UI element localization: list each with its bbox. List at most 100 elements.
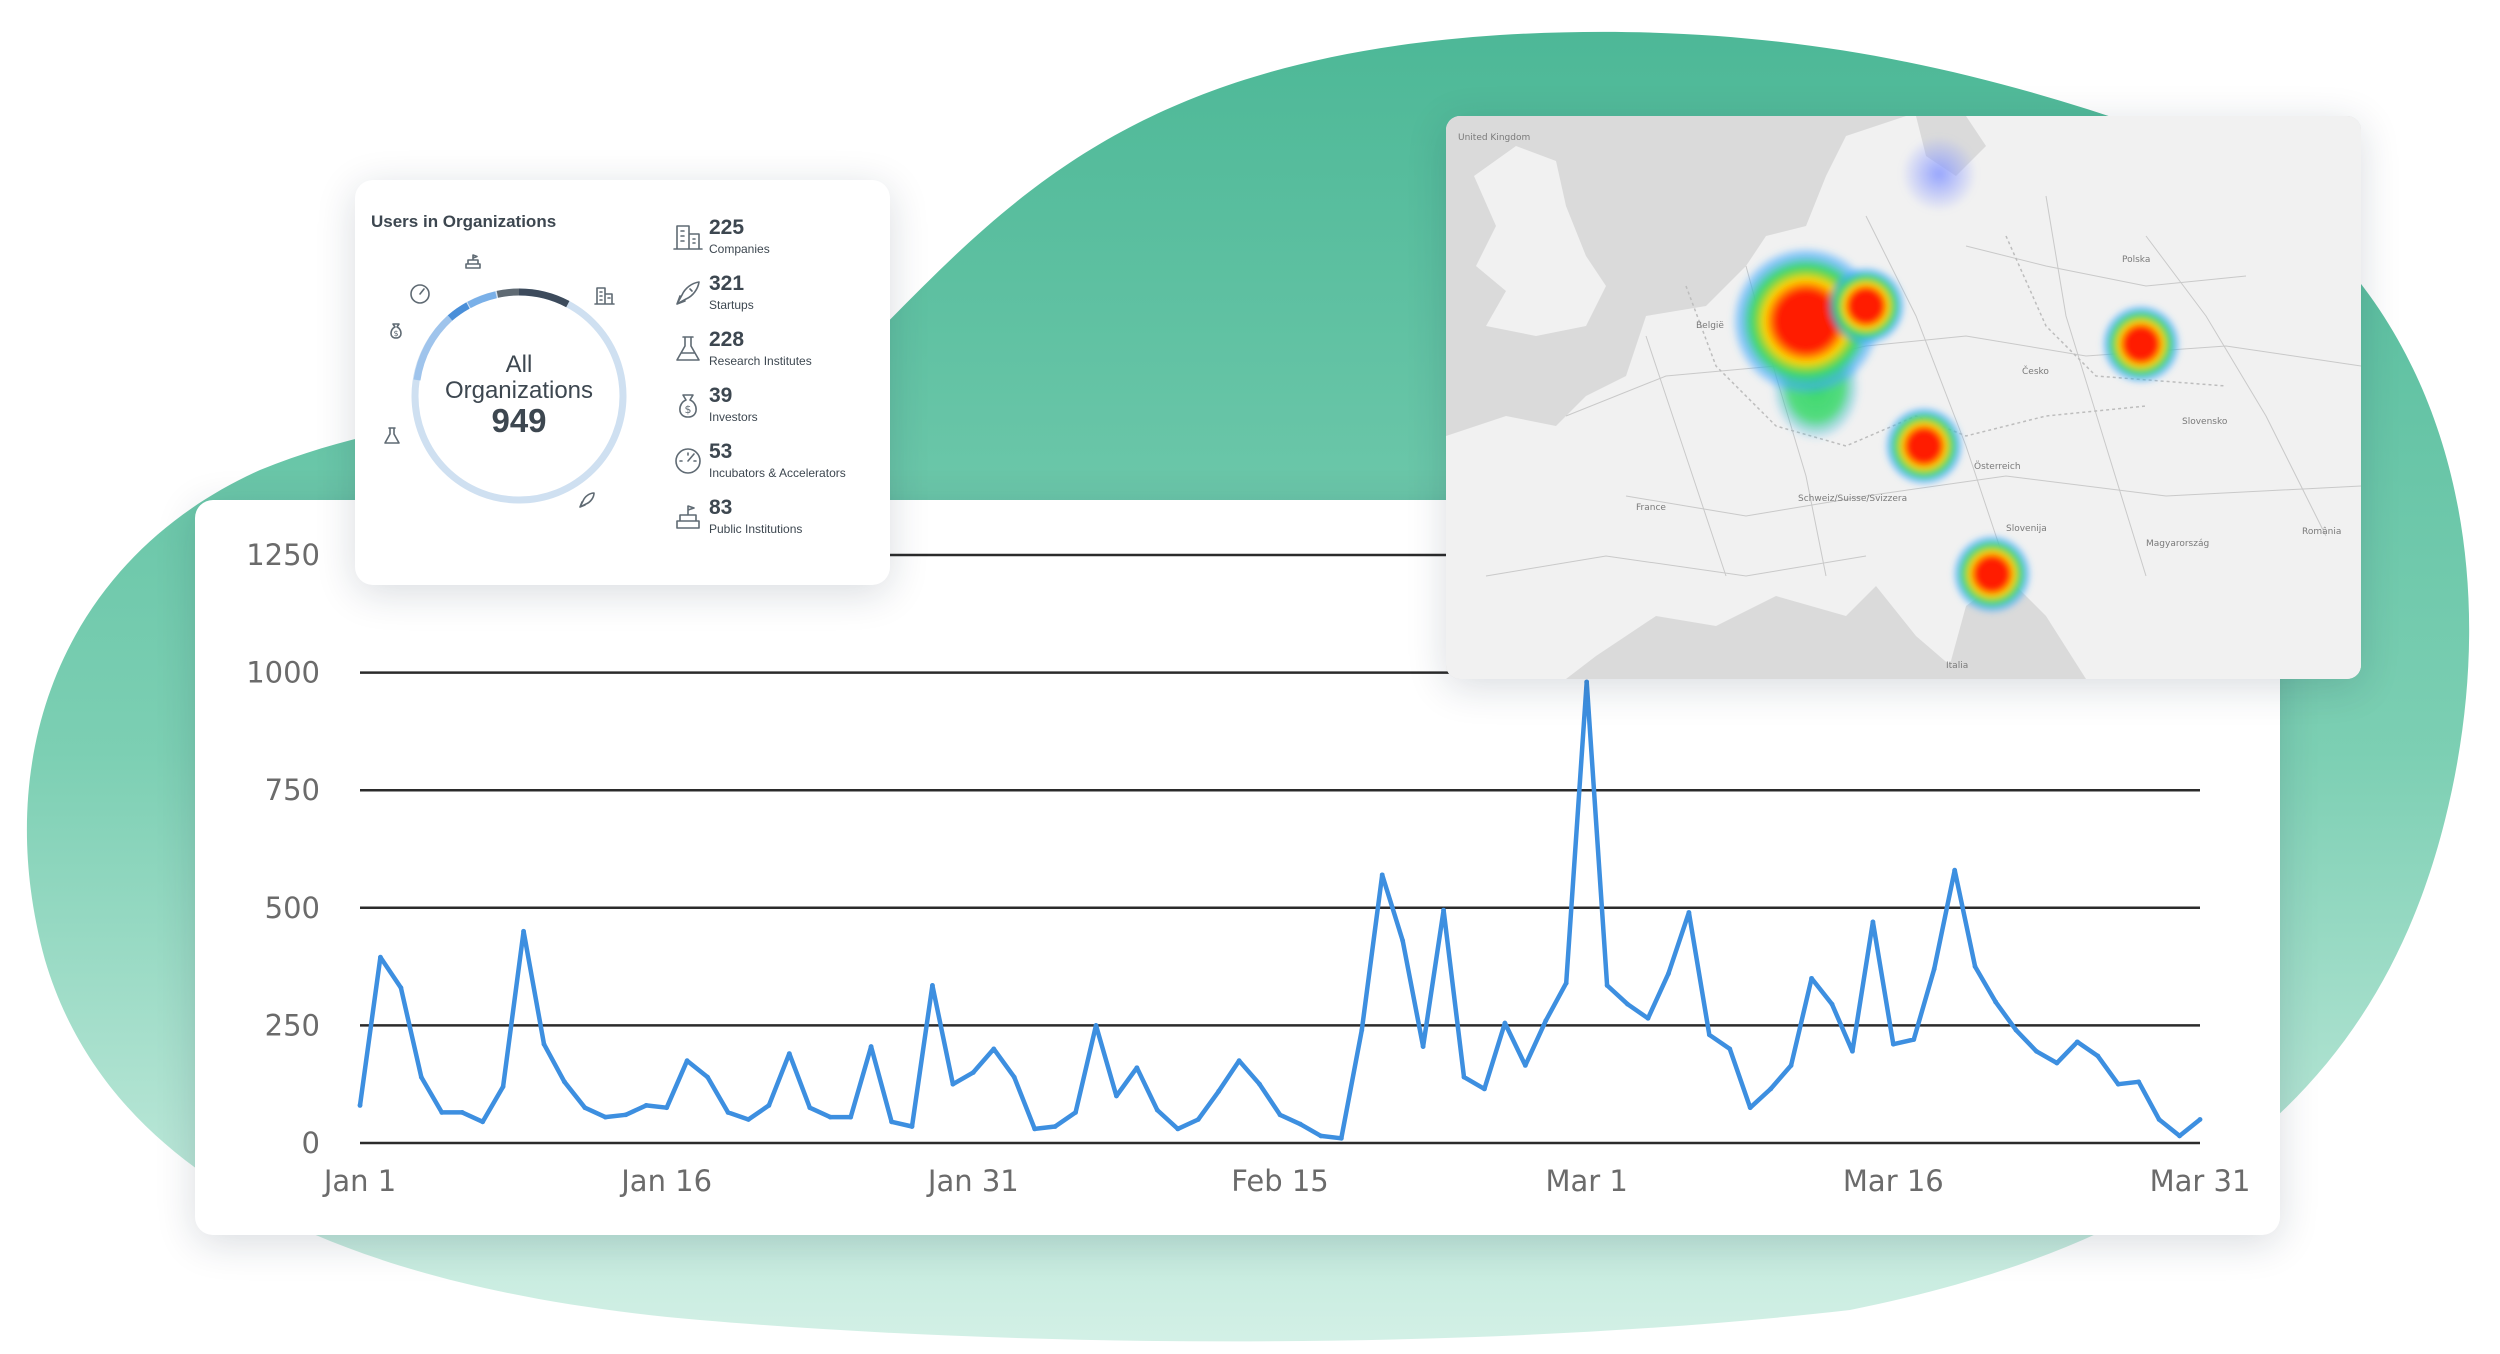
data-point <box>1236 1058 1242 1064</box>
data-point <box>1543 1018 1549 1024</box>
map-label-cesko: Česko <box>2022 365 2049 377</box>
organization-list: 225 Companies 321 Startups 228 Research … <box>673 216 883 552</box>
europe-heat-map-card: United Kingdom België France Schweiz/Sui… <box>1446 116 2361 679</box>
data-point <box>1359 1027 1365 1033</box>
data-point <box>1829 1001 1835 1007</box>
data-point <box>1461 1074 1467 1080</box>
heat-spot-slovenia <box>1952 534 2032 614</box>
data-point <box>1420 1044 1426 1049</box>
companies-count: 225 <box>709 216 745 239</box>
organization-donut: All Organizations 949 $ <box>384 254 627 508</box>
donut-center-all: All <box>506 351 533 378</box>
donut-center-organizations: Organizations <box>445 377 593 404</box>
data-point <box>2177 1133 2182 1139</box>
data-point <box>521 928 526 934</box>
donut-segment-public <box>496 288 520 298</box>
data-point <box>664 1105 670 1111</box>
map-label-slovenija: Slovenija <box>2006 524 2047 534</box>
speedometer-icon <box>675 448 701 474</box>
data-point <box>868 1044 874 1049</box>
data-point <box>459 1110 465 1115</box>
data-point <box>2054 1060 2060 1066</box>
money-bag-icon: $ <box>390 323 402 339</box>
map-label-belgie: België <box>1696 321 1724 331</box>
data-point <box>1952 867 1958 873</box>
data-point <box>1093 1023 1099 1028</box>
x-tick-label: Mar 31 <box>2150 1164 2251 1198</box>
y-tick-label: 250 <box>265 1008 320 1042</box>
list-item-investors: $ 39 Investors <box>673 384 883 440</box>
investors-label: Investors <box>709 410 758 424</box>
data-point <box>2115 1081 2121 1087</box>
data-point <box>786 1051 792 1057</box>
heat-map: United Kingdom België France Schweiz/Sui… <box>1446 116 2361 679</box>
data-point <box>807 1105 813 1111</box>
building-icon <box>673 225 703 250</box>
data-point <box>827 1114 833 1120</box>
data-point <box>1216 1088 1222 1094</box>
data-point <box>705 1074 710 1080</box>
data-point <box>1727 1046 1733 1052</box>
data-point <box>930 983 935 988</box>
list-item-companies: 225 Companies <box>673 216 883 272</box>
data-point <box>684 1058 690 1064</box>
data-point <box>1768 1086 1774 1092</box>
data-point <box>1850 1048 1855 1054</box>
map-label-united-kingdom: United Kingdom <box>1458 133 1530 143</box>
data-point <box>991 1046 997 1052</box>
incubators-accelerators-count: 53 <box>709 440 733 463</box>
x-axis-ticks: Jan 1 Jan 16 Jan 31 Feb 15 Mar 1 Mar 16 Mar 31 <box>322 1164 2251 1198</box>
data-point <box>1666 971 1671 977</box>
data-point <box>970 1070 976 1075</box>
series-line <box>357 679 2203 1141</box>
continent-landmass <box>1446 116 2361 679</box>
map-label-italia: Italia <box>1946 661 1968 671</box>
data-point <box>2034 1048 2039 1054</box>
data-point <box>1645 1015 1651 1021</box>
map-label-france: France <box>1636 503 1666 513</box>
data-point <box>1890 1041 1896 1047</box>
data-point <box>1400 938 1406 944</box>
public-institution-icon <box>676 505 700 529</box>
data-point <box>1175 1126 1181 1132</box>
data-point <box>439 1110 445 1115</box>
data-point <box>2074 1039 2080 1045</box>
map-label-magyarorszag: Magyarország <box>2146 539 2209 549</box>
building-icon <box>594 287 615 305</box>
map-label-slovensko: Slovensko <box>2182 417 2228 427</box>
data-point <box>1993 999 1998 1005</box>
heat-spot-rhine <box>1826 266 1906 346</box>
donut-segment-incubators <box>467 291 497 309</box>
x-tick-label: Mar 1 <box>1545 1164 1627 1198</box>
heat-spot-poland <box>2101 304 2181 384</box>
series-points <box>357 679 2203 1141</box>
y-axis-ticks: 0 250 500 750 1000 1250 <box>246 538 320 1160</box>
data-point <box>623 1112 629 1118</box>
data-point <box>1154 1107 1160 1113</box>
public-institution-icon <box>465 254 481 269</box>
x-tick-label: Jan 31 <box>926 1164 1019 1198</box>
svg-text:$: $ <box>685 403 692 416</box>
data-point <box>746 1117 751 1122</box>
map-label-romania: România <box>2302 527 2341 537</box>
data-point <box>643 1102 649 1108</box>
data-point <box>1482 1086 1487 1092</box>
x-tick-label: Jan 16 <box>619 1164 712 1198</box>
flask-icon <box>676 336 700 361</box>
data-point <box>1584 679 1590 685</box>
list-item-research-institutes: 228 Research Institutes <box>673 328 883 384</box>
investors-count: 39 <box>709 384 733 407</box>
public-institutions-label: Public Institutions <box>709 522 803 536</box>
data-point <box>1788 1062 1794 1068</box>
data-point <box>950 1081 956 1087</box>
heat-spot-bavaria <box>1884 406 1964 486</box>
list-item-public-institutions: 83 Public Institutions <box>673 496 883 552</box>
data-point <box>398 985 404 991</box>
donut-segment-investors <box>447 302 470 321</box>
data-point <box>1379 872 1385 878</box>
data-point <box>2197 1117 2203 1122</box>
data-point <box>1338 1135 1344 1141</box>
money-bag-icon: $ <box>679 394 697 418</box>
speedometer-icon <box>410 284 430 304</box>
data-point <box>1911 1037 1917 1042</box>
